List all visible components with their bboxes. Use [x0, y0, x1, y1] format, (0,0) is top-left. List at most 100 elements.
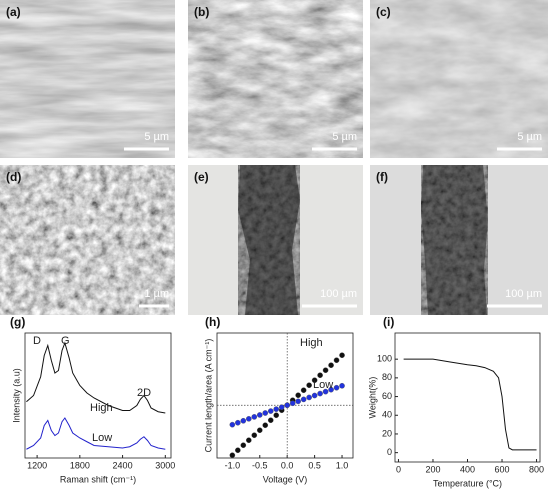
optical-image	[370, 165, 548, 315]
scale-bar-label: 5 µm	[332, 131, 357, 143]
data-point	[229, 421, 236, 428]
plot-frame	[394, 332, 541, 463]
annotation: D	[33, 335, 41, 347]
panel-label: (b)	[194, 5, 209, 19]
data-point	[333, 357, 340, 364]
x-tick-label: 800	[529, 464, 544, 474]
x-axis-label: Temperature (°C)	[433, 478, 502, 488]
x-tick-label: 1.0	[336, 460, 349, 470]
data-point	[235, 419, 241, 426]
data-point	[300, 396, 307, 403]
data-point	[284, 402, 290, 409]
data-point	[256, 427, 263, 434]
data-point	[273, 406, 280, 412]
panel-label: (h)	[205, 315, 220, 329]
series-line	[26, 417, 166, 450]
micrographs	[0, 0, 548, 315]
panel-label: (g)	[10, 315, 25, 329]
data-point	[240, 417, 247, 424]
chart: (h) -1.0 -0.5 0.0 0.5 1.0 Voltage (V) Current l…	[203, 315, 354, 484]
data-point	[240, 442, 247, 449]
data-point	[267, 408, 274, 414]
data-point	[246, 416, 252, 422]
x-tick-label: 0	[396, 464, 401, 474]
data-point	[322, 367, 329, 374]
data-point	[317, 390, 323, 397]
data-point	[339, 352, 345, 359]
chart: (i) 0 200 400 600 800 0 20 40 60 80 100 Temperature …	[367, 315, 544, 488]
data-point	[267, 417, 274, 424]
data-point	[328, 386, 334, 393]
data-point	[251, 432, 258, 439]
series-line	[26, 341, 166, 414]
data-point	[229, 452, 236, 459]
annotation: Low	[92, 432, 112, 444]
panel-label: (i)	[383, 315, 394, 329]
optical-image	[188, 165, 363, 315]
y-tick-label: 0	[387, 447, 392, 457]
x-tick-label: 0.0	[281, 460, 294, 470]
data-point	[235, 447, 241, 454]
x-tick-label: 200	[425, 464, 440, 474]
data-point	[273, 412, 280, 419]
y-tick-label: 40	[382, 410, 392, 420]
scale-bar-label: 1 µm	[144, 288, 169, 300]
series-line	[403, 358, 537, 451]
data-point	[256, 412, 263, 418]
data-point	[262, 422, 269, 429]
scale-bar-label: 5 µm	[517, 131, 542, 143]
x-tick-label: 400	[460, 464, 475, 474]
data-point	[251, 414, 258, 420]
data-point	[333, 384, 340, 391]
x-axis-label: Raman shift (cm⁻¹)	[60, 474, 136, 484]
y-axis-label: Current length/area (A cm⁻¹)	[203, 339, 213, 453]
x-tick-label: 2400	[113, 460, 133, 470]
data-point	[306, 382, 312, 389]
y-tick-label: 60	[382, 391, 392, 401]
scale-bar-label: 100 µm	[505, 288, 542, 300]
y-axis-label: Weight(%)	[367, 377, 377, 419]
chart: (g) 1200 1800 2400 3000 Raman shift (cm⁻¹) Int…	[10, 315, 175, 484]
annotation: Low	[313, 379, 333, 391]
y-axis-label: Intensity (a.u)	[11, 368, 21, 423]
data-point	[300, 387, 307, 394]
sem-image	[370, 0, 548, 158]
panel-label: (f)	[376, 170, 388, 184]
y-tick-label: 100	[377, 354, 392, 364]
x-tick-label: 3000	[155, 460, 175, 470]
plot-frame	[216, 332, 354, 459]
annotation: 2D	[137, 387, 151, 399]
y-tick-label: 80	[382, 372, 392, 382]
data-point	[328, 362, 334, 369]
data-point	[311, 377, 318, 384]
annotation: G	[61, 335, 70, 347]
data-point	[295, 392, 301, 399]
x-tick-label: 1800	[70, 460, 90, 470]
scale-bar-label: 5 µm	[144, 131, 169, 143]
sem-image	[0, 0, 175, 158]
data-point	[246, 437, 252, 444]
x-tick-label: -1.0	[225, 460, 241, 470]
sem-image	[188, 0, 363, 158]
x-tick-label: 600	[495, 464, 510, 474]
data-point	[339, 382, 345, 389]
data-point	[289, 400, 296, 407]
plot-frame	[24, 332, 172, 459]
panel-label: (a)	[6, 5, 21, 19]
panel-label: (e)	[194, 170, 209, 184]
panel-label: (d)	[6, 170, 21, 184]
annotation: High	[90, 402, 113, 414]
x-axis-label: Voltage (V)	[263, 474, 308, 484]
data-point	[262, 410, 269, 416]
x-tick-label: 0.5	[308, 460, 321, 470]
x-tick-label: 1200	[27, 460, 47, 470]
data-point	[306, 394, 312, 401]
data-point	[317, 372, 323, 379]
data-point	[322, 388, 329, 395]
sem-image	[0, 165, 175, 315]
panel-label: (c)	[376, 5, 391, 19]
scale-bar-label: 100 µm	[320, 288, 357, 300]
y-tick-label: 20	[382, 428, 392, 438]
annotation: High	[300, 337, 323, 349]
